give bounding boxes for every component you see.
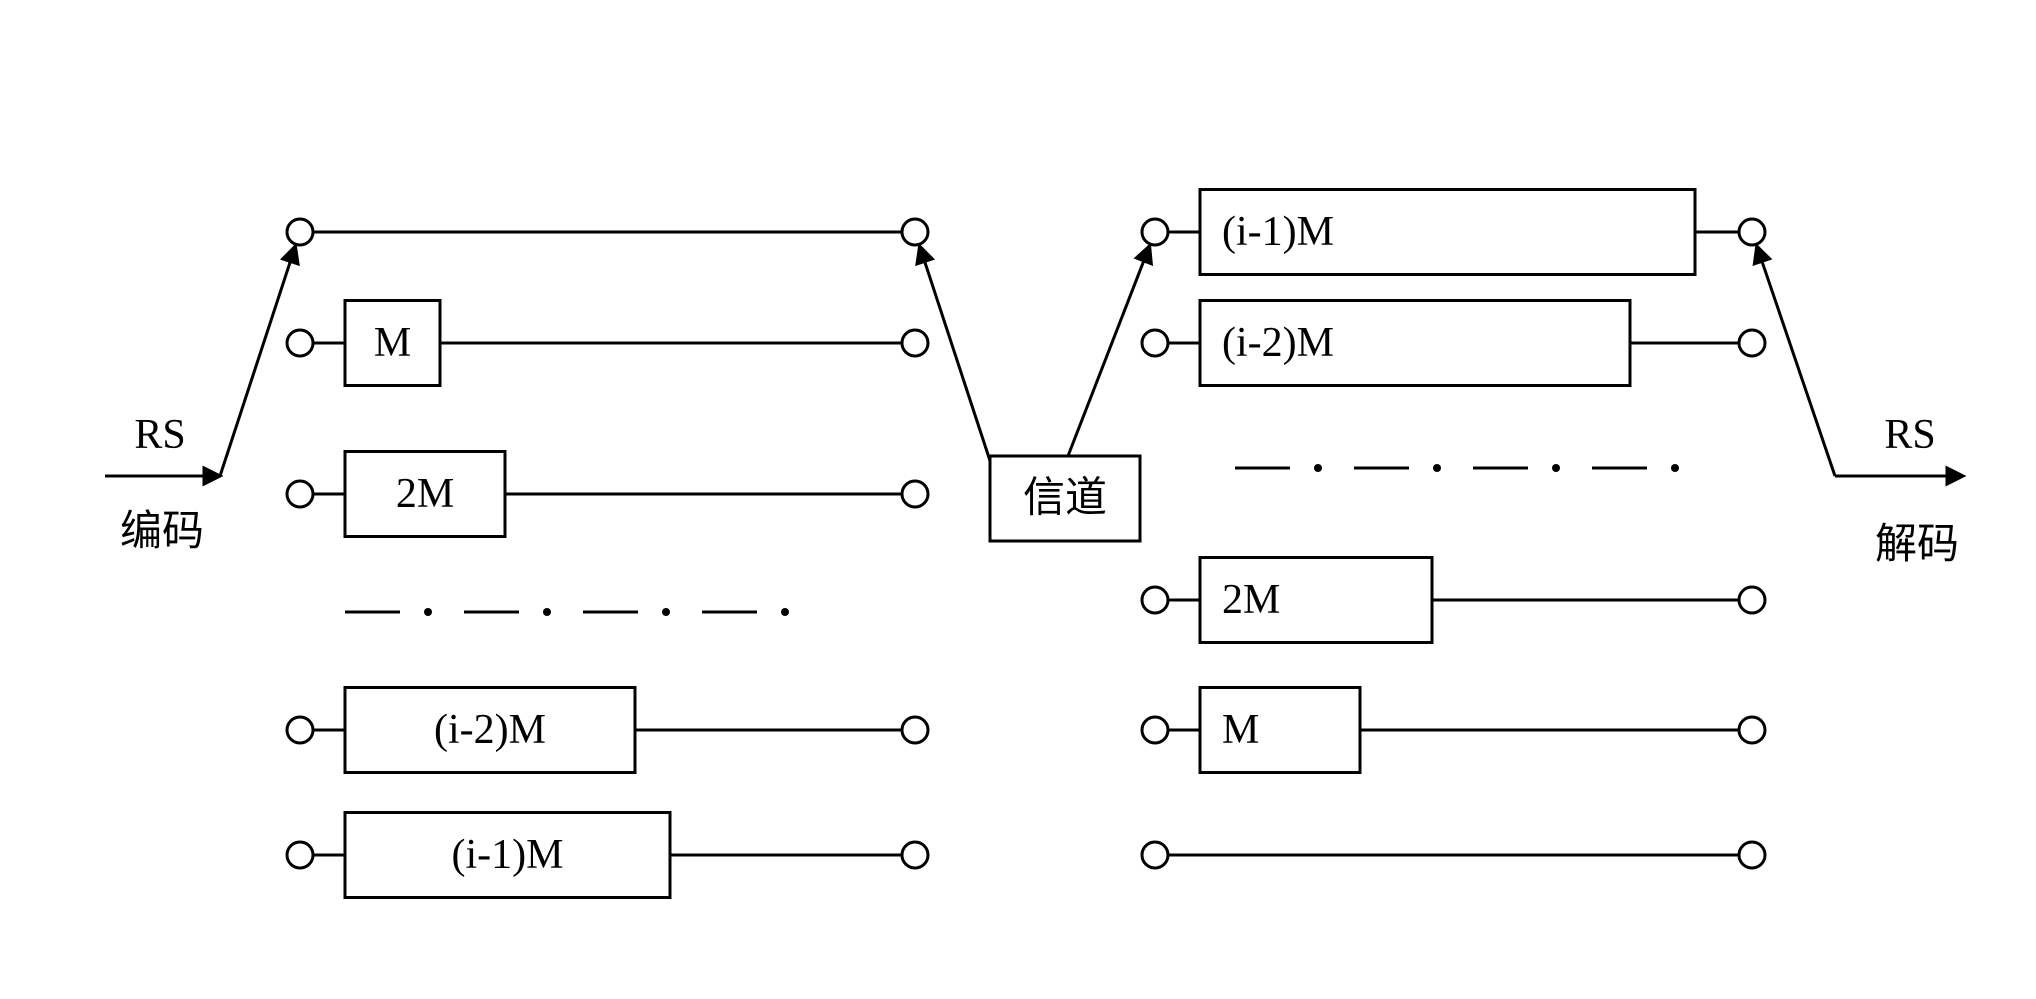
rs-out-label: RS bbox=[1884, 412, 1935, 458]
right-branch-0: (i-1)M bbox=[1142, 190, 1765, 275]
right-box-label-0: (i-1)M bbox=[1222, 209, 1334, 255]
left-branch-3: (i-2)M bbox=[287, 688, 928, 773]
left-branch-0 bbox=[287, 219, 928, 245]
left-branch-1: M bbox=[287, 301, 928, 386]
left-branch-2: 2M bbox=[287, 452, 928, 537]
decode-label: 解码 bbox=[1875, 522, 1959, 568]
left-box-label-4: (i-1)M bbox=[452, 832, 564, 878]
left-branch-4: (i-1)M bbox=[287, 813, 928, 898]
interleaver-diagram: RS 编码 M 2M (i-2)M (i-1)M 信道 (i-1)M (i-2)M 2M M RS 解码 bbox=[0, 0, 2036, 999]
right-branch-3: M bbox=[1142, 688, 1765, 773]
right-branch-4 bbox=[1142, 842, 1765, 868]
left-box-label-2: 2M bbox=[396, 471, 454, 517]
right-box-label-2: 2M bbox=[1222, 577, 1280, 623]
encode-label: 编码 bbox=[120, 509, 204, 555]
right-branch-1: (i-2)M bbox=[1142, 301, 1765, 386]
channel-label: 信道 bbox=[1023, 476, 1107, 522]
left-box-label-3: (i-2)M bbox=[434, 707, 546, 753]
right-box-label-1: (i-2)M bbox=[1222, 320, 1334, 366]
right-box-label-3: M bbox=[1222, 707, 1259, 753]
rs-in-label: RS bbox=[134, 412, 185, 458]
right-branch-2: 2M bbox=[1142, 558, 1765, 643]
left-box-label-1: M bbox=[374, 320, 411, 366]
